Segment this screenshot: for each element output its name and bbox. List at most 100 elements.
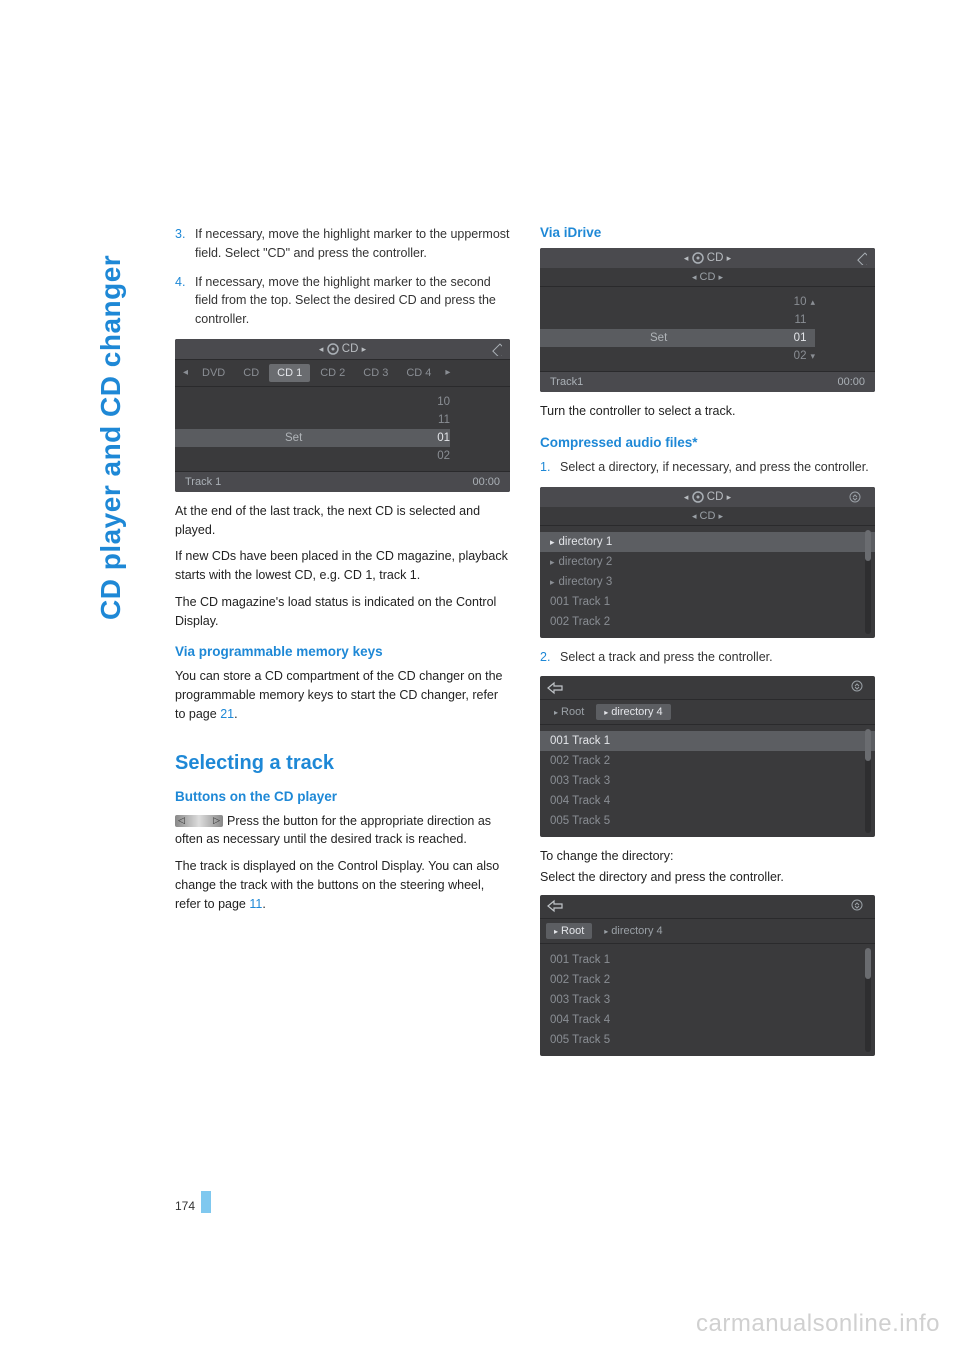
heading-buttons-cd-player: Buttons on the CD player [175,789,510,804]
tab-cd3: CD 3 [355,364,396,382]
footer-track: Track 1 [185,476,221,488]
tab-next-icon: ▸ [441,364,454,381]
breadcrumb-back-row [540,676,875,700]
paragraph: To change the directory: [540,847,875,866]
idrive-tab-row: ◂ DVD CD CD 1 CD 2 CD 3 CD 4 ▸ [175,359,510,387]
footer-track: Track1 [550,376,583,388]
breadcrumb-row: ▸Root ▸directory 4 [540,700,875,725]
breadcrumb-root: ▸Root [546,704,592,720]
track-row: 001 Track 1 [540,950,875,970]
track-row: 003 Track 3 [540,771,875,791]
tab-cd: CD [235,364,267,382]
step-text: If necessary, move the highlight marker … [195,225,510,263]
page-link-21[interactable]: 21 [220,707,234,721]
idrive-body: 10▴ 11▴ Set01▴ 02▾ [540,287,875,371]
paragraph: Select the directory and press the contr… [540,868,875,887]
idrive-subnav: ◂ CD ▸ [540,507,875,526]
idrive-body: 10 11 Set01 02 [175,387,510,471]
list-row-selected: Set01 [175,429,450,447]
step-number: 2. [540,648,560,667]
scrollbar-thumb [865,729,871,760]
track-list: 001 Track 1 002 Track 2 003 Track 3 004 … [540,725,875,837]
track-row: 002 Track 2 [540,751,875,771]
breadcrumb-root: ▸Root [546,923,592,939]
list-row: 10 [175,393,450,411]
breadcrumb-back-row [540,895,875,919]
step-number: 1. [540,458,560,477]
step-1: 1. Select a directory, if necessary, and… [540,458,875,477]
scroll-indicator-icon [849,491,861,503]
disc-icon [692,252,704,264]
scrollbar [865,948,871,1052]
disc-icon [692,491,704,503]
tab-prev-icon: ◂ [179,364,192,381]
heading-memory-keys: Via programmable memory keys [175,644,510,659]
page-number-text: 174 [175,1199,195,1213]
caret-icon: ▸ [550,537,555,547]
idrive-screenshot-directory-list: ◂ CD ▸ ◂ CD ▸ ▸directory 1 ▸directory 2 … [540,487,875,638]
paragraph: The track is displayed on the Control Di… [175,857,510,913]
tab-cd4: CD 4 [398,364,439,382]
track-row: 004 Track 4 [540,791,875,811]
footer-time: 00:00 [472,476,500,488]
idrive-screenshot-track-select: ◂ CD ▸ ◂ CD ▸ 10▴ 11▴ Set01▴ 02▾ [540,248,875,392]
idrive-screenshot-cd-tabs: ◂ CD ▸ ◂ DVD CD CD 1 CD 2 CD 3 CD 4 ▸ [175,339,510,492]
tab-cd2: CD 2 [312,364,353,382]
idrive-subnav: ◂ CD ▸ [540,268,875,287]
prev-next-button-icon [175,815,223,827]
idrive-header: ◂ CD ▸ [540,248,875,268]
dir-row: ▸directory 3 [540,572,875,592]
track-row-selected: 001 Track 1 [540,731,875,751]
step-text: If necessary, move the highlight marker … [195,273,510,329]
scroll-indicator-icon [851,899,863,914]
paragraph: At the end of the last track, the next C… [175,502,510,540]
step-4: 4. If necessary, move the highlight mark… [175,273,510,329]
heading-selecting-track: Selecting a track [175,752,510,775]
track-row: 004 Track 4 [540,1010,875,1030]
step-number: 3. [175,225,195,263]
breadcrumb-directory4: ▸directory 4 [596,923,670,939]
heading-compressed-audio: Compressed audio files* [540,435,875,450]
scroll-indicator-icon [851,680,863,695]
list-row: 11 [175,411,450,429]
heading-via-idrive: Via iDrive [540,225,875,240]
paragraph: You can store a CD compartment of the CD… [175,667,510,723]
idrive-header-label: CD [707,491,724,503]
track-row: 003 Track 3 [540,990,875,1010]
page-link-11[interactable]: 11 [249,897,262,911]
scrollbar-thumb [865,948,871,979]
idrive-diamond-icon [488,342,502,356]
sidebar-section-title: CD player and CD changer [95,255,127,620]
dir-row: 001 Track 1 [540,592,875,612]
disc-icon [327,343,339,355]
step-text: Select a directory, if necessary, and pr… [560,458,875,477]
dir-row-selected: ▸directory 1 [540,532,875,552]
page-number-bar [201,1191,211,1213]
idrive-header: ◂ CD ▸ [175,339,510,359]
down-arrow-icon: ▾ [810,351,815,362]
back-icon [546,681,564,695]
idrive-footer: Track 1 00:00 [175,471,510,492]
idrive-header: ◂ CD ▸ [540,487,875,507]
list-row: 02 [175,447,450,465]
idrive-screenshot-track-list: ▸Root ▸directory 4 001 Track 1 002 Track… [540,676,875,837]
paragraph: Press the button for the appropriate dir… [175,812,510,850]
tab-dvd: DVD [194,364,233,382]
footer-time: 00:00 [837,376,865,388]
track-list: 001 Track 1 002 Track 2 003 Track 3 004 … [540,944,875,1056]
idrive-header-label: CD [707,252,724,264]
dir-row: ▸directory 2 [540,552,875,572]
idrive-header-label: CD [342,343,359,355]
step-number: 4. [175,273,195,329]
back-icon [546,899,564,913]
tab-cd1: CD 1 [269,364,310,382]
directory-list: ▸directory 1 ▸directory 2 ▸directory 3 0… [540,526,875,638]
breadcrumb-row: ▸Root ▸directory 4 [540,919,875,944]
paragraph: The CD magazine's load status is indicat… [175,593,510,631]
idrive-diamond-icon [853,251,867,265]
list-row: 10▴ [540,293,815,311]
scrollbar [865,729,871,833]
right-column: Via iDrive ◂ CD ▸ ◂ CD ▸ 10▴ 11▴ Set01▴ [540,225,875,1066]
list-row: 02▾ [540,347,815,365]
paragraph: Turn the controller to select a track. [540,402,875,421]
